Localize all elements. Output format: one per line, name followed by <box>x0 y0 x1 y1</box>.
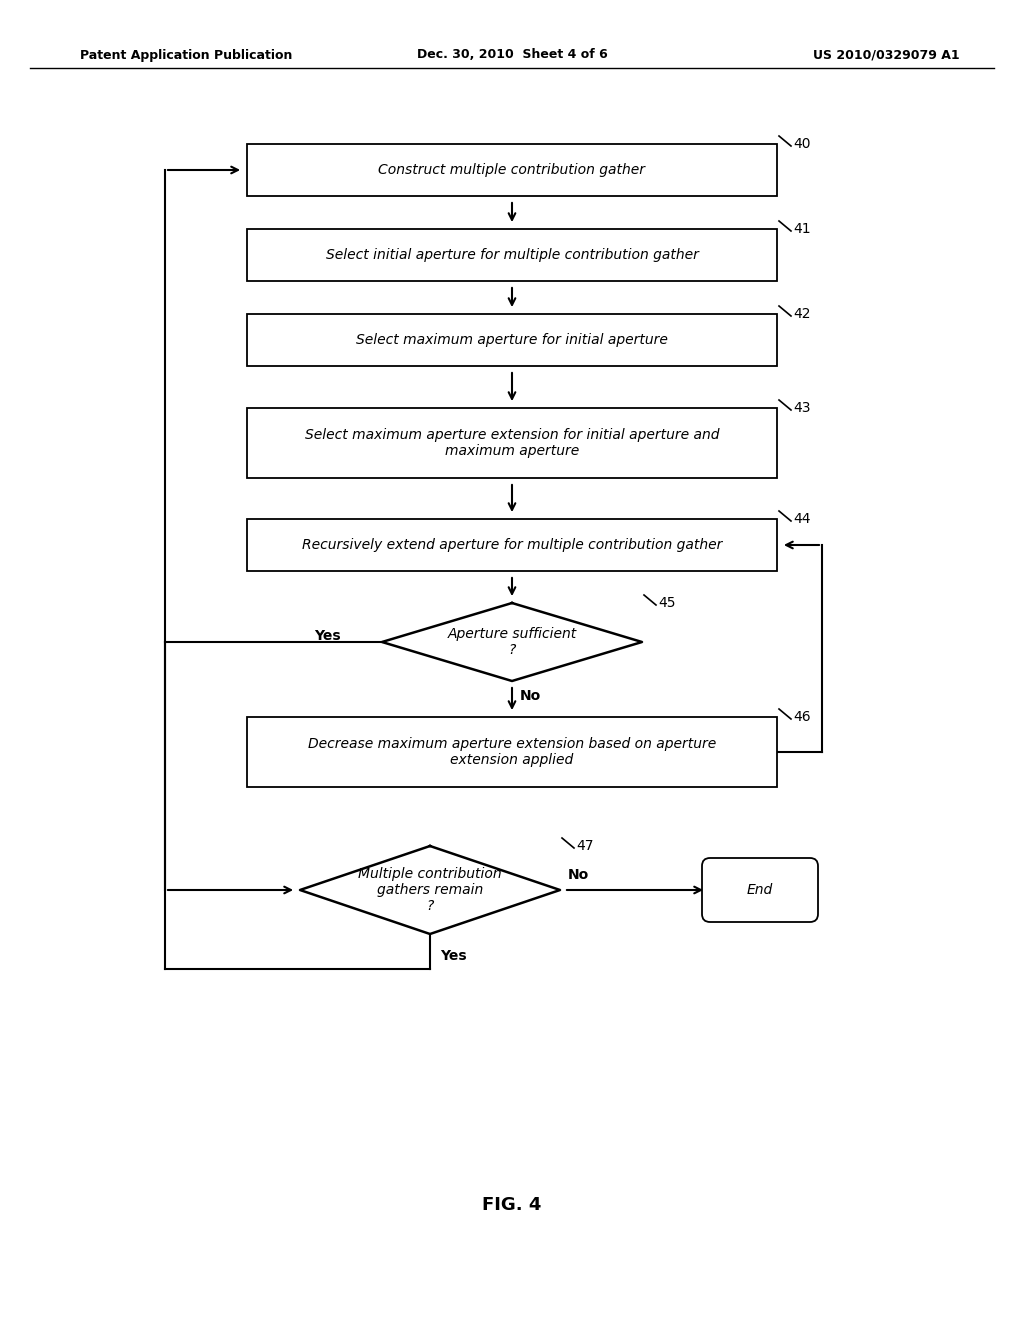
Text: Select initial aperture for multiple contribution gather: Select initial aperture for multiple con… <box>326 248 698 261</box>
Text: 43: 43 <box>793 401 811 414</box>
Text: FIG. 4: FIG. 4 <box>482 1196 542 1214</box>
Text: Recursively extend aperture for multiple contribution gather: Recursively extend aperture for multiple… <box>302 539 722 552</box>
FancyBboxPatch shape <box>247 717 777 787</box>
Text: Aperture sufficient
?: Aperture sufficient ? <box>447 627 577 657</box>
Text: Yes: Yes <box>313 630 340 643</box>
Text: 44: 44 <box>793 512 811 525</box>
Text: 42: 42 <box>793 308 811 321</box>
Text: Patent Application Publication: Patent Application Publication <box>80 49 293 62</box>
FancyBboxPatch shape <box>702 858 818 921</box>
Text: Select maximum aperture for initial aperture: Select maximum aperture for initial aper… <box>356 333 668 347</box>
Text: No: No <box>568 869 589 882</box>
Text: 41: 41 <box>793 222 811 236</box>
FancyBboxPatch shape <box>247 408 777 478</box>
Text: 46: 46 <box>793 710 811 723</box>
Text: Select maximum aperture extension for initial aperture and
maximum aperture: Select maximum aperture extension for in… <box>305 428 719 458</box>
FancyBboxPatch shape <box>247 228 777 281</box>
FancyBboxPatch shape <box>247 519 777 572</box>
FancyBboxPatch shape <box>247 314 777 366</box>
Text: US 2010/0329079 A1: US 2010/0329079 A1 <box>813 49 961 62</box>
Text: Construct multiple contribution gather: Construct multiple contribution gather <box>379 162 645 177</box>
FancyBboxPatch shape <box>247 144 777 195</box>
Polygon shape <box>382 603 642 681</box>
Text: End: End <box>746 883 773 898</box>
Text: No: No <box>520 689 542 704</box>
Text: Decrease maximum aperture extension based on aperture
extension applied: Decrease maximum aperture extension base… <box>308 737 716 767</box>
Text: 47: 47 <box>575 840 594 853</box>
Text: 40: 40 <box>793 137 811 150</box>
Text: Yes: Yes <box>440 949 467 964</box>
Text: Dec. 30, 2010  Sheet 4 of 6: Dec. 30, 2010 Sheet 4 of 6 <box>417 49 607 62</box>
Polygon shape <box>300 846 560 935</box>
Text: Multiple contribution
gathers remain
?: Multiple contribution gathers remain ? <box>358 867 502 913</box>
Text: 45: 45 <box>658 597 676 610</box>
